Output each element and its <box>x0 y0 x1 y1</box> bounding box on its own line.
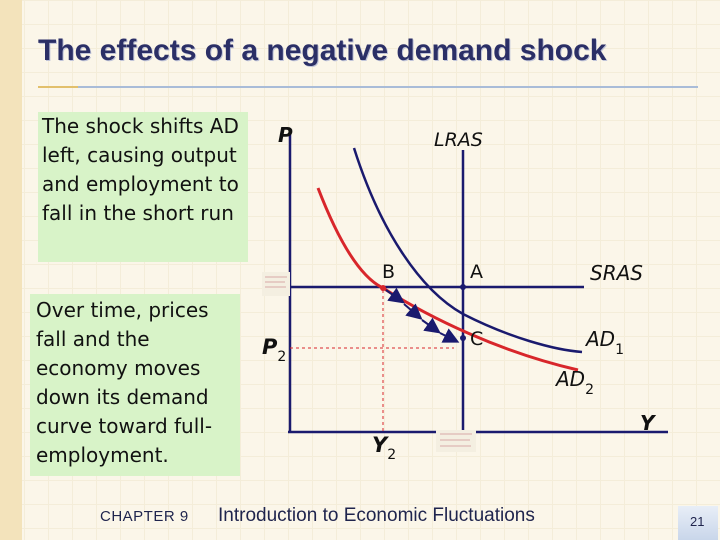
point-b-marker <box>380 285 386 291</box>
footer-chapter-label: CHAPTER 9 <box>100 508 189 525</box>
long-run-note: Over time, prices fall and the economy m… <box>30 294 240 476</box>
p2-label-main: P <box>262 335 278 359</box>
title-divider-accent <box>38 86 78 88</box>
placeholder-thumbnail-bottom <box>436 430 476 452</box>
y2-label-subscript: 2 <box>387 447 396 463</box>
sras-label: SRAS <box>590 261 643 285</box>
ad1-label-main: AD <box>584 327 615 351</box>
title-divider <box>38 86 698 88</box>
slide-title: The effects of a negative demand shock <box>38 34 607 67</box>
ad2-label-subscript: 2 <box>585 382 594 398</box>
point-c-label: C <box>470 328 483 350</box>
y2-label: Y2 <box>372 433 396 463</box>
point-a-label: A <box>470 261 483 283</box>
short-run-note: The shock shifts AD left, causing output… <box>38 112 248 262</box>
page-number-badge <box>678 506 718 540</box>
footer-book-title: Introduction to Economic Fluctuations <box>218 505 535 526</box>
adjustment-arrow-1 <box>385 287 405 304</box>
p2-label: P2 <box>262 335 286 365</box>
slide-left-stripe <box>0 0 22 540</box>
point-a-marker <box>460 284 466 290</box>
ad2-label: AD2 <box>554 367 594 398</box>
ad1-label: AD1 <box>584 327 624 358</box>
ad2-label-main: AD <box>554 367 585 391</box>
placeholder-thumbnail-left <box>262 272 290 296</box>
adjustment-arrow-3 <box>421 317 441 334</box>
p2-label-subscript: 2 <box>277 349 286 365</box>
adjustment-arrow-2 <box>403 303 423 320</box>
point-b-label: B <box>382 261 395 283</box>
point-c-marker <box>460 335 466 341</box>
lras-label: LRAS <box>434 129 483 151</box>
adjustment-arrow-4 <box>439 328 460 343</box>
ad1-curve <box>352 147 583 354</box>
x-axis-label: Y <box>640 411 657 435</box>
ad1-label-subscript: 1 <box>615 342 624 358</box>
page-number: 21 <box>690 514 705 529</box>
y-axis-label: P <box>278 123 293 147</box>
y2-label-main: Y <box>372 433 389 457</box>
